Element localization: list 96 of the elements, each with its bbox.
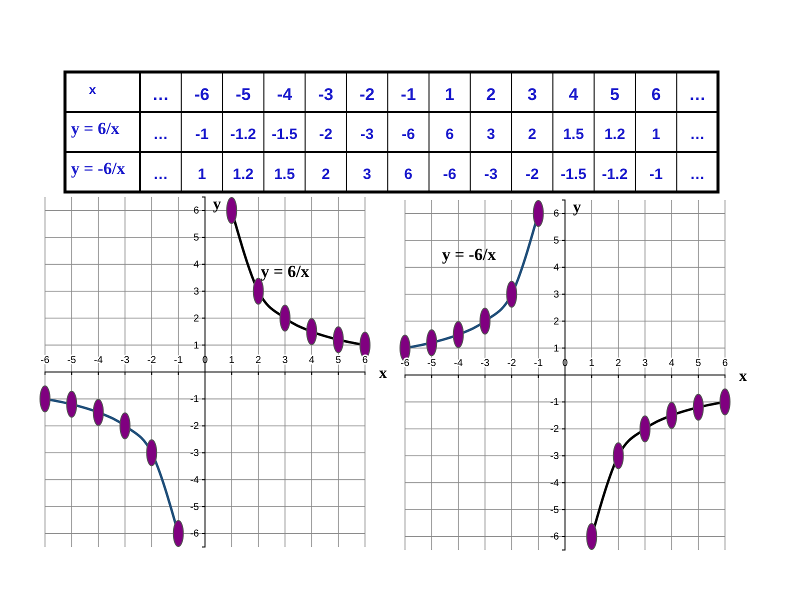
y-tick-label: -5 — [550, 504, 560, 516]
category-label: 2 — [486, 85, 496, 104]
category-label: 4 — [568, 85, 579, 104]
y-tick-label: 4 — [553, 262, 560, 274]
x-tick-label: 6 — [362, 355, 368, 366]
x-tick-label: -6 — [40, 355, 50, 366]
y-tick-label: -3 — [550, 450, 560, 462]
x-tick-label: 3 — [282, 355, 288, 366]
x-tick-label: 4 — [308, 355, 315, 366]
x-axis-title: x — [739, 368, 747, 385]
y-tick-label: -1 — [550, 397, 560, 408]
x-tick-label: -5 — [427, 358, 437, 369]
text: 3 — [486, 126, 496, 143]
x-tick-label: -5 — [67, 355, 77, 366]
y-tick-label: 6 — [553, 208, 560, 220]
y-tick-label: 4 — [193, 260, 200, 271]
x-tick-label: -1 — [534, 358, 544, 369]
x-tick-label: -1 — [174, 355, 184, 366]
x-tick-label: -4 — [94, 355, 104, 366]
y-tick-label: 6 — [193, 206, 200, 217]
text: 6 — [404, 166, 413, 183]
y-axis-title: y — [573, 199, 581, 216]
x-tick-label: 1 — [228, 355, 235, 366]
text: 2 — [528, 126, 536, 143]
text: -1.5 — [560, 166, 586, 183]
x-tick-label: 5 — [696, 358, 702, 369]
x-tick-label: 5 — [336, 355, 342, 366]
x-tick-label: 2 — [256, 355, 262, 366]
x-tick-label: 4 — [668, 358, 675, 369]
category-label: -1 — [400, 85, 416, 104]
text: 6 — [445, 126, 454, 143]
annotation: y = -6/x — [442, 245, 497, 264]
x-tick-label: -3 — [120, 355, 130, 366]
text: 1 — [652, 126, 660, 143]
y-tick-label: -5 — [190, 502, 200, 513]
y-tick-label: 3 — [553, 289, 560, 300]
y-axis-title: y — [213, 196, 221, 213]
x-tick-label: -2 — [147, 355, 157, 366]
y-tick-label: -3 — [190, 448, 200, 459]
category-label: 1 — [444, 85, 454, 104]
text: x — [88, 82, 97, 97]
category-label: 3 — [527, 85, 537, 104]
y-tick-label: -1 — [190, 394, 200, 406]
category-label: 5 — [610, 85, 620, 104]
x-tick-label: -2 — [507, 358, 517, 369]
category-label: -4 — [276, 85, 293, 104]
y-tick-label: 5 — [193, 232, 200, 244]
y-tick-label: 1 — [553, 343, 560, 354]
text: 1.2 — [604, 126, 626, 143]
text: … — [153, 126, 168, 143]
x-tick-label: 6 — [722, 358, 728, 369]
x-tick-label: 1 — [588, 358, 595, 369]
x-tick-label: -3 — [480, 358, 490, 369]
x-tick-label: 2 — [616, 358, 622, 369]
text: -6 — [442, 166, 456, 183]
text: … — [153, 166, 168, 183]
text: -1 — [649, 166, 663, 183]
y-tick-label: -2 — [550, 424, 560, 436]
x-tick-label: -4 — [454, 358, 464, 369]
text: 3 — [362, 166, 372, 183]
x-axis-title: x — [379, 365, 387, 382]
category-label: y = -6/x — [71, 159, 126, 178]
text: 1.5 — [274, 166, 295, 183]
text: -1.2 — [230, 126, 256, 143]
y-tick-label: 2 — [553, 316, 560, 328]
annotation: y = 6/x — [260, 262, 310, 281]
category-label: 6 — [651, 85, 661, 104]
y-tick-label: 5 — [553, 236, 560, 247]
text: … — [690, 166, 705, 183]
text: … — [690, 126, 705, 143]
text: -2 — [319, 126, 332, 143]
text: 1.2 — [232, 166, 254, 183]
x-tick-label: -6 — [400, 358, 410, 369]
text: -1.2 — [602, 166, 628, 183]
category-label: -3 — [318, 85, 334, 104]
y-tick-label: -6 — [190, 528, 200, 540]
category-label: -5 — [236, 85, 251, 104]
text: -6 — [402, 126, 416, 143]
text: -2 — [526, 166, 539, 183]
text: -3 — [360, 126, 374, 143]
y-tick-label: -2 — [190, 421, 200, 432]
y-tick-label: 2 — [193, 313, 200, 324]
y-tick-label: 1 — [193, 340, 200, 352]
y-tick-label: -4 — [550, 478, 560, 489]
text: -3 — [484, 166, 498, 183]
category-label: y = 6/x — [71, 119, 120, 138]
x-tick-label: 3 — [642, 358, 648, 369]
y-tick-label: -4 — [190, 474, 200, 486]
text: 1.5 — [563, 126, 584, 143]
text: -1.5 — [272, 126, 298, 143]
y-tick-label: 3 — [193, 286, 200, 298]
category-label: … — [688, 85, 706, 104]
text: 2 — [322, 166, 330, 183]
category-label: … — [152, 85, 170, 104]
category-label: -2 — [360, 85, 375, 104]
y-tick-label: -6 — [550, 532, 560, 543]
